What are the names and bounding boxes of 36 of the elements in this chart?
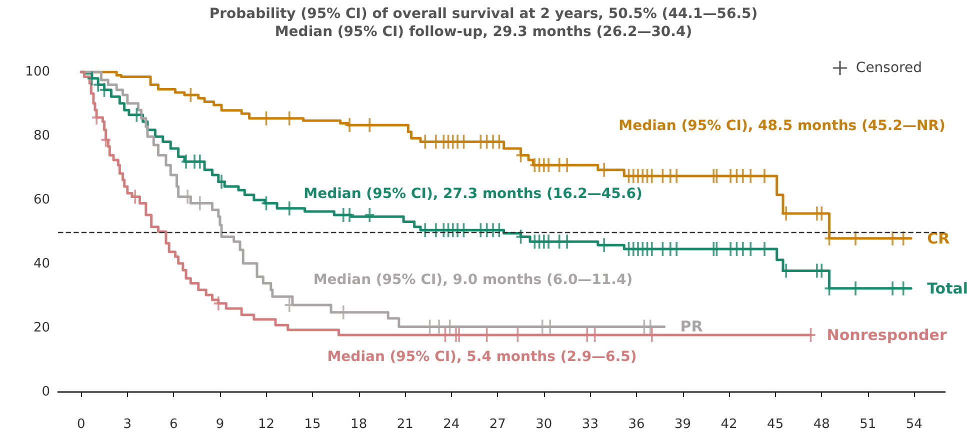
x-tick-label: 48	[813, 417, 830, 432]
x-tick-label: 30	[536, 417, 552, 432]
chart-subtitle: Median (95% CI) follow-up, 29.3 months (26.2—30.4)	[274, 24, 692, 40]
x-tick-label: 51	[860, 417, 876, 432]
x-tick-label: 18	[350, 417, 368, 432]
y-tick-label: 40	[33, 256, 50, 272]
x-tick-label: 24	[443, 417, 460, 432]
annotation: Median (95% CI), 48.5 months (45.2—NR)	[618, 118, 946, 134]
x-tick-label: 12	[258, 417, 275, 432]
x-tick-label: 6	[170, 417, 178, 432]
y-tick-label: 0	[42, 384, 50, 400]
x-tick-label: 15	[304, 417, 321, 432]
annotation: Median (95% CI), 27.3 months (16.2—45.6)	[304, 186, 642, 202]
x-tick-label: 45	[767, 417, 784, 432]
y-tick-label: 100	[25, 64, 50, 80]
y-tick-label: 80	[33, 128, 50, 144]
y-tick-label: 60	[33, 192, 50, 208]
x-tick-label: 9	[216, 417, 224, 432]
x-tick-label: 21	[396, 417, 414, 432]
x-tick-label: 27	[489, 417, 506, 432]
x-tick-label: 36	[628, 417, 645, 432]
y-tick-label: 20	[33, 320, 50, 336]
series-label: PR	[680, 318, 704, 336]
x-tick-label: 39	[674, 417, 692, 432]
legend-title: Censored	[856, 60, 922, 76]
x-tick-label: 3	[123, 417, 132, 432]
annotation: Median (95% CI), 9.0 months (6.0—11.4)	[313, 272, 633, 288]
series-label: Total	[927, 279, 967, 298]
x-tick-label: 54	[906, 417, 922, 432]
x-tick-label: 33	[582, 417, 598, 432]
chart-title: Probability (95% CI) of overall survival at 2 years, 50.5% (44.1—56.5)	[209, 6, 758, 22]
series-label: CR	[927, 229, 950, 248]
x-tick-label: 0	[77, 417, 86, 432]
annotation: Median (95% CI), 5.4 months (2.9—6.5)	[327, 349, 637, 365]
series-label: Nonresponder	[826, 326, 948, 344]
x-tick-label: 42	[720, 417, 738, 432]
